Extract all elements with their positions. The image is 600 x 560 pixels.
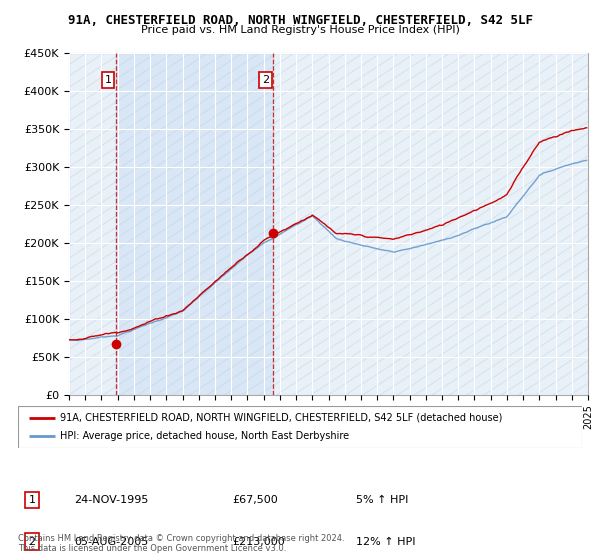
- Text: 91A, CHESTERFIELD ROAD, NORTH WINGFIELD, CHESTERFIELD, S42 5LF (detached house): 91A, CHESTERFIELD ROAD, NORTH WINGFIELD,…: [60, 413, 503, 423]
- Text: £67,500: £67,500: [232, 495, 278, 505]
- Text: 2: 2: [29, 536, 35, 547]
- Text: 2: 2: [262, 75, 269, 85]
- Text: 12% ↑ HPI: 12% ↑ HPI: [356, 536, 416, 547]
- Text: Price paid vs. HM Land Registry's House Price Index (HPI): Price paid vs. HM Land Registry's House …: [140, 25, 460, 35]
- Text: 1: 1: [104, 75, 112, 85]
- Text: 91A, CHESTERFIELD ROAD, NORTH WINGFIELD, CHESTERFIELD, S42 5LF: 91A, CHESTERFIELD ROAD, NORTH WINGFIELD,…: [67, 14, 533, 27]
- Text: HPI: Average price, detached house, North East Derbyshire: HPI: Average price, detached house, Nort…: [60, 431, 349, 441]
- Bar: [116, 53, 274, 395]
- Text: 1: 1: [29, 495, 35, 505]
- Text: 5% ↑ HPI: 5% ↑ HPI: [356, 495, 409, 505]
- Text: 24-NOV-1995: 24-NOV-1995: [74, 495, 149, 505]
- Text: 05-AUG-2005: 05-AUG-2005: [74, 536, 149, 547]
- Text: Contains HM Land Registry data © Crown copyright and database right 2024.
This d: Contains HM Land Registry data © Crown c…: [18, 534, 344, 553]
- Text: £213,000: £213,000: [232, 536, 285, 547]
